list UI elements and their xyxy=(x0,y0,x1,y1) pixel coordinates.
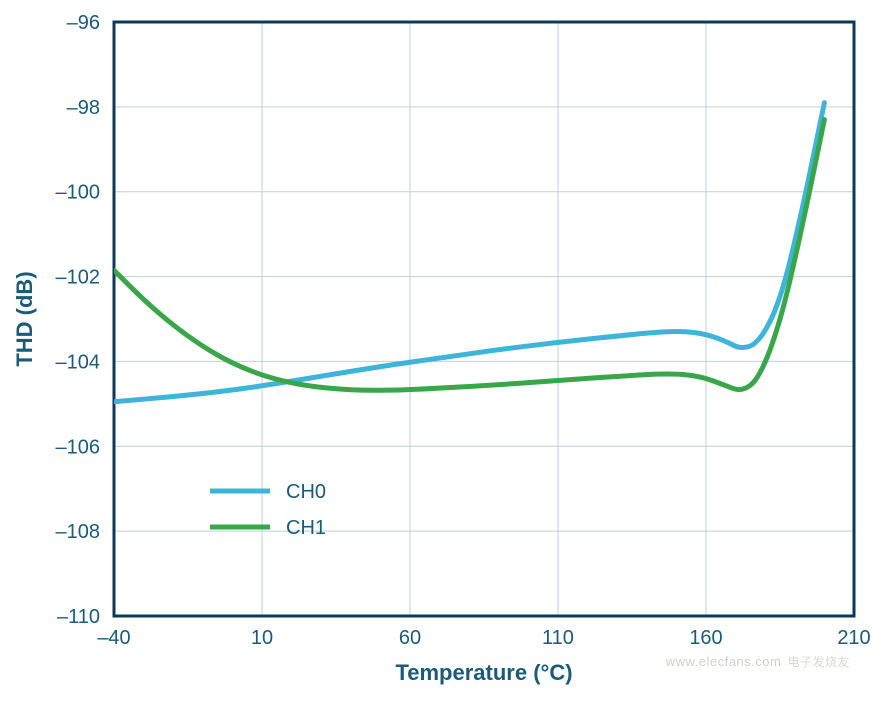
y-tick-label: –96 xyxy=(67,12,100,34)
legend-swatch xyxy=(210,525,270,530)
y-tick-label: –98 xyxy=(67,97,100,119)
x-tick-label: 110 xyxy=(542,627,574,649)
y-tick-label: –100 xyxy=(56,182,101,204)
y-tick-label: –108 xyxy=(56,521,101,543)
y-tick-label: –102 xyxy=(56,267,101,289)
y-tick-label: –106 xyxy=(56,436,101,458)
x-tick-label: 10 xyxy=(251,627,273,649)
legend-swatch xyxy=(210,489,270,494)
x-tick-label: 160 xyxy=(689,627,722,649)
x-tick-label: 210 xyxy=(837,627,870,649)
legend-label: CH0 xyxy=(286,481,326,503)
y-axis-label: THD (dB) xyxy=(12,271,37,366)
x-tick-label: –40 xyxy=(97,627,130,649)
y-tick-label: –110 xyxy=(57,606,100,628)
x-axis-label: Temperature (°C) xyxy=(395,660,572,685)
thd-chart: –40 10 60 110 160 210 –96 –98 –100 –102 –104 –106 –1… xyxy=(0,0,875,705)
legend-label: CH1 xyxy=(286,517,326,539)
y-tick-label: –104 xyxy=(56,351,101,373)
x-tick-label: 60 xyxy=(399,627,421,649)
